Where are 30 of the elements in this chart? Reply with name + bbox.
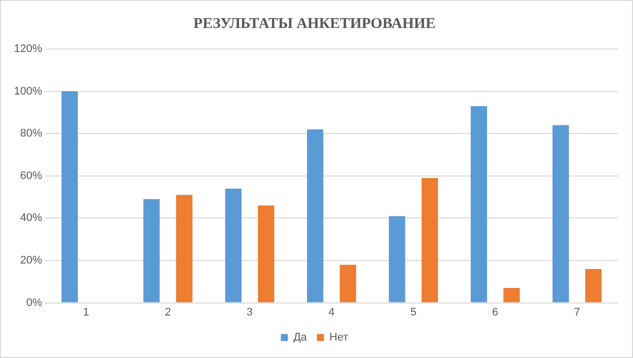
bar <box>470 106 488 302</box>
bar <box>307 129 324 302</box>
x-tick-label: 7 <box>574 306 580 318</box>
bar <box>422 178 438 302</box>
y-tick-label: 80% <box>20 128 42 140</box>
bar <box>143 199 160 302</box>
bar <box>388 216 406 302</box>
x-tick-label: 1 <box>82 306 90 318</box>
y-tick-label: 60% <box>20 170 42 182</box>
y-tick-label: 40% <box>20 212 42 224</box>
x-tick-label: 4 <box>328 306 335 318</box>
y-tick-label: 20% <box>20 254 42 267</box>
bar <box>225 188 242 302</box>
x-tick-label: 3 <box>246 306 253 318</box>
legend-label: Нет <box>329 332 348 344</box>
y-tick-label: 100% <box>14 85 42 98</box>
bar <box>62 91 78 302</box>
y-tick-label: 0% <box>26 296 42 309</box>
bar <box>176 194 192 302</box>
x-tick-label: 2 <box>164 306 171 318</box>
y-tick-label: 120% <box>14 43 42 56</box>
chart-title: РЕЗУЛЬТАТЫ АНКЕТИРОВАНИЕ <box>193 16 436 32</box>
x-tick-label: 5 <box>410 306 416 318</box>
legend-label: Да <box>293 332 308 344</box>
bar <box>340 264 356 302</box>
bar <box>585 268 602 302</box>
bar <box>552 125 569 302</box>
bar <box>258 206 274 302</box>
x-tick-label: 6 <box>492 306 498 318</box>
bar <box>503 288 520 302</box>
